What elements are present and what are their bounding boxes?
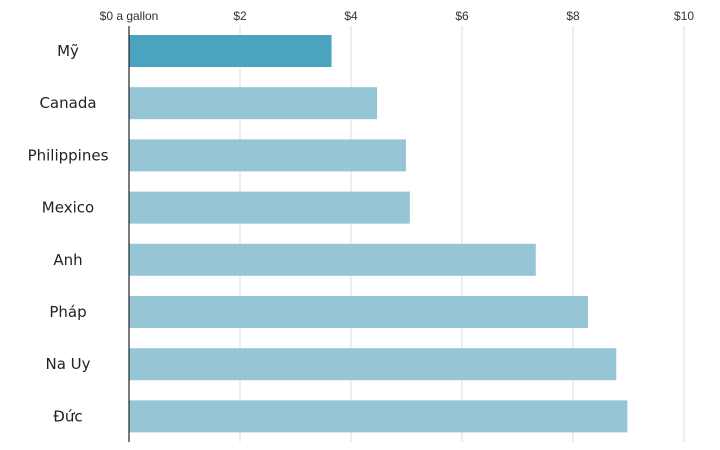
category-label: Pháp: [49, 303, 86, 321]
x-tick-label: $0 a gallon: [100, 9, 159, 23]
bar: [129, 139, 406, 172]
bar: [129, 348, 617, 381]
bar: [129, 243, 536, 276]
bar: [129, 87, 378, 120]
x-tick-label: $8: [566, 9, 580, 23]
category-labels: Mỹ Canada Philippines Mexico Anh Pháp Na Uy Đức: [28, 42, 109, 425]
bar: [129, 35, 332, 67]
x-tick-label: $2: [233, 9, 247, 23]
x-axis-ticks: $0 a gallon $2 $4 $6 $8 $10: [100, 9, 695, 23]
bar: [129, 400, 628, 433]
x-tick-label: $6: [455, 9, 469, 23]
bar: [129, 296, 588, 328]
bars: [129, 35, 628, 433]
category-label: Philippines: [28, 146, 109, 164]
category-label: Mexico: [42, 199, 94, 217]
category-label: Canada: [39, 94, 96, 112]
category-label: Mỹ: [57, 42, 79, 60]
category-label: Anh: [53, 251, 82, 269]
x-tick-label: $10: [674, 9, 694, 23]
category-label: Đức: [53, 407, 82, 425]
x-tick-label: $4: [344, 9, 358, 23]
category-label: Na Uy: [45, 355, 90, 373]
bar: [129, 191, 410, 224]
